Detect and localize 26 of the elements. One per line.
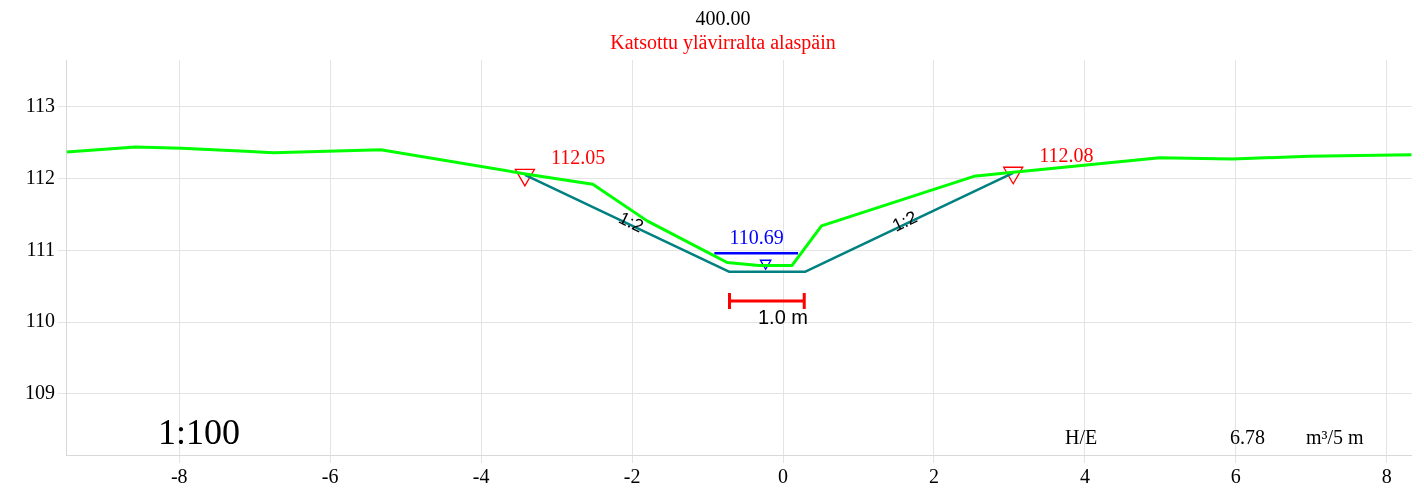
y-tick-label: 109: [25, 381, 55, 404]
x-tick-label: -4: [472, 465, 490, 488]
chart-title: 400.00: [695, 7, 751, 30]
annotation: m³/5 m: [1306, 426, 1364, 449]
x-tick-label: -2: [623, 465, 641, 488]
annotation: 6.78: [1230, 426, 1265, 449]
x-tick-label: 8: [1381, 465, 1392, 488]
y-tick-label: 110: [25, 309, 55, 332]
x-tick-label: 0: [778, 465, 788, 488]
annotation: H/E: [1065, 426, 1098, 449]
x-tick-label: -8: [170, 465, 188, 488]
x-tick-label: -6: [321, 465, 339, 488]
y-tick-label: 111: [26, 237, 55, 260]
annotation: 110.69: [729, 226, 784, 249]
annotation: 1.0 m: [758, 306, 809, 329]
x-tick-label: 4: [1079, 465, 1090, 488]
annotation: 112.05: [550, 146, 606, 169]
annotation: 112.08: [1039, 144, 1094, 166]
annotation: 1:2: [889, 206, 921, 236]
y-tick-label: 112: [25, 165, 55, 188]
x-tick-label: 6: [1230, 465, 1241, 488]
x-tick-label: 2: [928, 465, 939, 488]
chart-subtitle: Katsottu ylävirralta alaspäin: [610, 31, 836, 55]
annotation: 1:100: [158, 411, 241, 453]
annotation: 1:2: [615, 207, 647, 237]
y-tick-label: 113: [25, 93, 55, 116]
